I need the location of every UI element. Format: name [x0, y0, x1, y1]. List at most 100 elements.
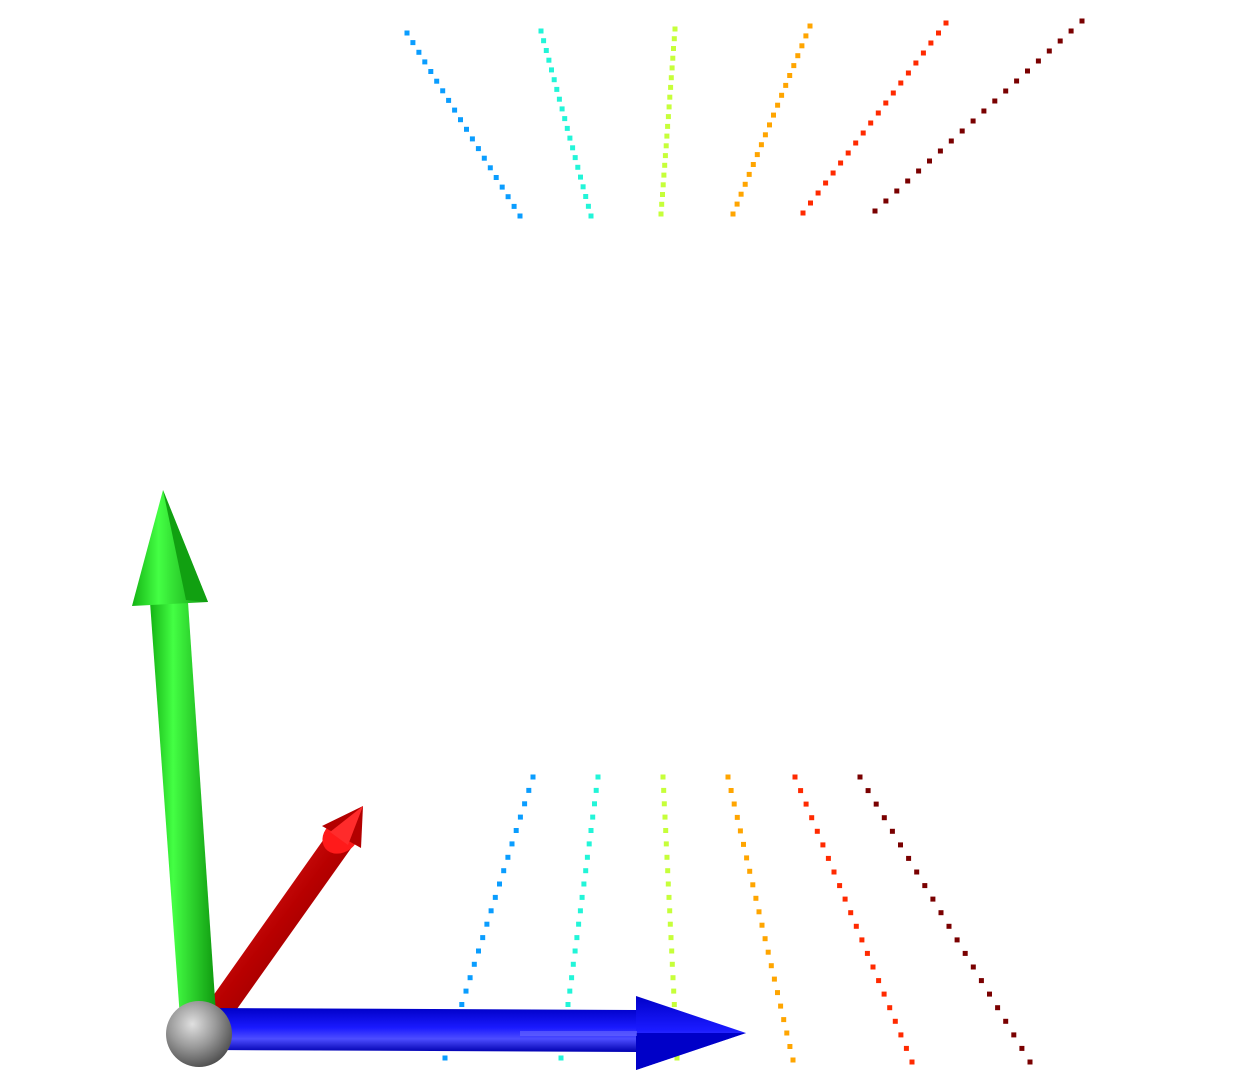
point	[497, 881, 502, 887]
point	[936, 30, 941, 36]
point	[660, 182, 666, 188]
point	[887, 1005, 893, 1011]
point	[487, 165, 493, 171]
point	[416, 49, 422, 55]
point	[577, 908, 583, 914]
point	[674, 1055, 680, 1061]
point	[792, 774, 798, 780]
point	[538, 28, 544, 34]
point	[565, 1002, 571, 1007]
point	[440, 88, 446, 94]
point	[569, 975, 575, 981]
point	[750, 882, 756, 888]
point	[410, 40, 416, 46]
point	[658, 211, 664, 217]
point	[660, 192, 665, 197]
point	[579, 894, 585, 900]
point	[865, 788, 871, 794]
point	[670, 55, 676, 61]
point	[575, 164, 581, 170]
point	[771, 112, 776, 118]
point	[868, 120, 874, 126]
point	[664, 133, 670, 139]
point	[475, 146, 481, 152]
point	[905, 70, 911, 76]
point	[499, 184, 505, 190]
point	[922, 883, 928, 889]
point	[1011, 1032, 1017, 1038]
x-axis-arrow	[208, 806, 363, 1016]
point	[428, 69, 434, 74]
point	[875, 110, 881, 116]
point	[775, 102, 781, 108]
point	[803, 33, 809, 39]
point	[864, 950, 870, 956]
point	[728, 788, 734, 793]
point	[463, 988, 469, 994]
point	[889, 828, 895, 834]
point	[853, 923, 859, 929]
point	[873, 801, 879, 807]
point	[892, 1018, 898, 1024]
point	[771, 976, 777, 982]
point	[790, 1057, 796, 1063]
point	[661, 172, 667, 178]
point	[464, 126, 469, 132]
point	[781, 1017, 787, 1023]
point	[898, 1032, 904, 1038]
point	[981, 108, 987, 114]
upper-point-line-3	[658, 26, 678, 217]
point	[938, 910, 944, 916]
point	[995, 1005, 1001, 1011]
point	[756, 909, 762, 915]
point	[471, 961, 477, 967]
point	[920, 50, 926, 56]
point	[501, 868, 507, 874]
point	[564, 125, 570, 131]
point	[1035, 58, 1041, 64]
lower-point-line-6	[857, 774, 1033, 1065]
point	[665, 881, 671, 887]
point	[903, 1045, 909, 1051]
point	[930, 896, 936, 902]
point	[574, 935, 580, 941]
point	[808, 200, 813, 206]
point	[669, 961, 675, 967]
point	[845, 150, 851, 156]
point	[1057, 38, 1063, 44]
point	[570, 961, 576, 967]
point	[572, 948, 578, 954]
point	[970, 118, 976, 124]
point	[762, 936, 768, 942]
point	[467, 975, 473, 981]
point	[511, 203, 517, 209]
point	[567, 988, 573, 994]
point	[668, 935, 674, 941]
point	[913, 60, 919, 66]
point	[551, 77, 557, 83]
point	[831, 869, 837, 875]
point	[898, 80, 904, 86]
point	[765, 949, 771, 955]
point	[666, 104, 672, 110]
point	[881, 991, 887, 997]
point	[505, 194, 511, 200]
point	[452, 107, 458, 113]
point	[937, 148, 943, 154]
point	[807, 23, 813, 29]
point	[446, 97, 452, 103]
point	[987, 991, 992, 997]
point	[442, 1055, 448, 1061]
y-axis-arrow	[132, 490, 216, 1018]
point	[476, 948, 481, 954]
point	[970, 964, 976, 970]
point	[585, 203, 591, 209]
point	[665, 123, 671, 129]
point	[672, 26, 678, 32]
point	[543, 48, 549, 53]
point	[593, 787, 599, 793]
point	[667, 908, 673, 914]
point	[784, 1030, 790, 1036]
point	[581, 881, 587, 887]
